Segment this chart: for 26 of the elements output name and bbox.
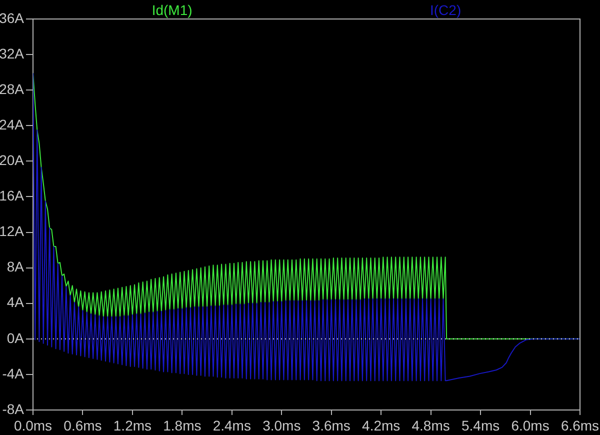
y-tick-label: 0A — [6, 330, 25, 346]
y-tick-label: 32A — [0, 45, 25, 62]
y-tick-label: 16A — [0, 188, 25, 204]
y-tick-label: -8A — [2, 400, 25, 417]
x-tick-label: 1.2ms — [113, 417, 152, 434]
y-tick-label: 28A — [0, 80, 25, 97]
y-tick-label: -4A — [2, 365, 25, 382]
x-tick-label: 3.0ms — [262, 417, 301, 434]
y-tick-label: 36A — [0, 10, 25, 26]
y-tick-label: 24A — [0, 116, 25, 132]
y-tick-label: 20A — [0, 152, 25, 168]
x-tick-label: 5.4ms — [461, 417, 500, 434]
text: I(C2) — [430, 1, 462, 19]
y-tick-label: 12A — [0, 223, 25, 240]
x-tick-label: 3.6ms — [312, 417, 350, 434]
text: Id(M1) — [152, 1, 192, 19]
x-tick-label: 6.0ms — [511, 417, 550, 434]
x-tick-label: 4.8ms — [412, 417, 450, 434]
x-tick-label: 2.4ms — [212, 417, 251, 434]
x-tick-label: 0.6ms — [64, 417, 102, 434]
y-tick-label: 4A — [6, 294, 25, 310]
x-tick-label: 6.6ms — [560, 417, 600, 434]
x-tick-label: 4.2ms — [362, 417, 400, 434]
x-tick-label: 1.8ms — [163, 417, 202, 434]
x-tick-label: 0.0ms — [14, 417, 52, 434]
y-tick-label: 8A — [6, 258, 25, 275]
